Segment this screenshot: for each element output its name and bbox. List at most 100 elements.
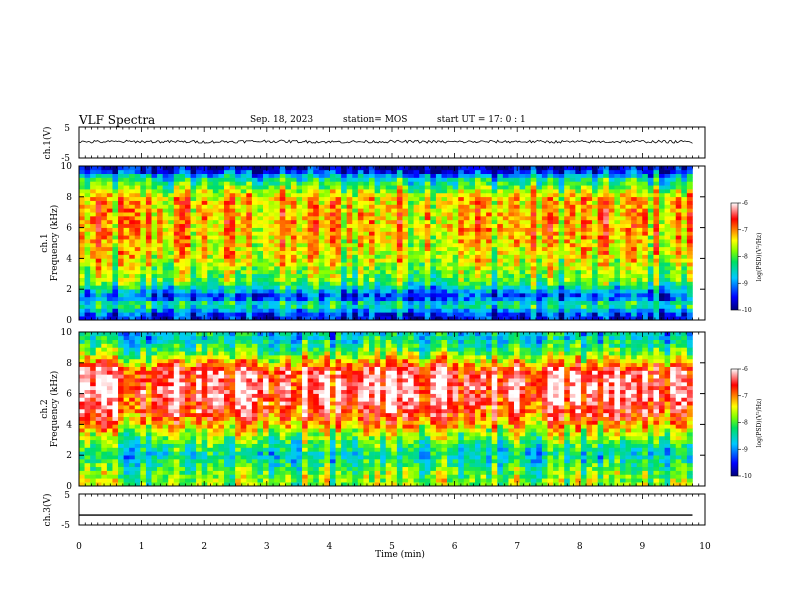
- ch1-spectrogram-bin: [435, 293, 442, 298]
- ch1-spectrogram-bin: [279, 227, 286, 232]
- ch1-spectrogram-bin: [335, 296, 342, 302]
- ch1-spectrogram-bin: [647, 281, 654, 286]
- ch1-spectrogram-bin: [157, 246, 163, 251]
- ch1-spectrogram-bin: [636, 293, 643, 298]
- ch1-spectrogram-bin: [257, 223, 264, 228]
- ch1-spectrogram-bin: [486, 235, 493, 240]
- ch1-spectrogram-bin: [274, 273, 281, 278]
- ch1-spectrogram-bin: [519, 281, 526, 286]
- ch1-spectrogram-bin: [190, 192, 197, 198]
- ch2-spectrogram-bin: [79, 482, 85, 487]
- ch1-spectrogram-bin: [84, 296, 91, 302]
- ch2-spectrogram-bin: [106, 451, 113, 456]
- ch1-spectrogram-bin: [547, 296, 554, 302]
- ch1-spectrogram-bin: [369, 227, 375, 232]
- ch1-spectrogram-bin: [341, 204, 347, 209]
- ch1-spectrogram-bin: [659, 185, 665, 190]
- ch2-spectrogram-bin: [112, 420, 119, 425]
- ch1-spectrogram-bin: [123, 200, 130, 205]
- ch2-spectrogram-bin: [84, 478, 91, 483]
- ch1-spectrogram-bin: [129, 289, 136, 294]
- ch1-spectrogram-bin: [569, 212, 576, 217]
- ch1-spectrogram-bin: [112, 189, 119, 194]
- ch1-spectrogram-bin: [346, 235, 353, 240]
- ch1-spectrogram-bin: [318, 296, 325, 302]
- ch1-spectrogram-bin: [151, 200, 158, 205]
- ch1-spectrogram-bin: [296, 185, 303, 190]
- ch1-spectrogram-bin: [625, 223, 632, 228]
- ch1-spectrogram-bin: [664, 254, 671, 259]
- ch1-spectrogram-bin: [224, 296, 230, 302]
- ch1-spectrogram-bin: [575, 196, 582, 201]
- ch1-spectrogram-bin: [441, 258, 448, 263]
- ch1-spectrogram-bin: [647, 169, 654, 174]
- ch1-spectrogram-bin: [580, 300, 587, 305]
- ch1-spectrogram-bin: [441, 239, 448, 244]
- ch1-spectrogram-bin: [541, 196, 548, 201]
- ch1-spectrogram-bin: [140, 258, 147, 263]
- ch1-spectrogram-bin: [101, 312, 108, 317]
- ch1-spectrogram-bin: [335, 304, 342, 309]
- ch1-spectrogram-bin: [374, 293, 381, 298]
- ch1-spectrogram-bin: [307, 296, 314, 302]
- ch1-spectrogram-bin: [514, 169, 520, 174]
- ch1-spectrogram-bin: [157, 277, 163, 282]
- ch1-spectrogram-bin: [525, 212, 532, 217]
- ch1-spectrogram-bin: [157, 281, 163, 286]
- ch1-spectrogram-bin: [218, 239, 225, 244]
- ch1-spectrogram-bin: [664, 296, 671, 302]
- ch2-spectrogram-bin: [118, 343, 124, 348]
- ch1-spectrogram-bin: [324, 227, 331, 232]
- ch1-spectrogram-bin: [569, 304, 576, 309]
- ch1-spectrogram-bin: [140, 181, 147, 186]
- ch1-spectrogram-bin: [207, 231, 214, 236]
- ch1-spectrogram-bin: [173, 296, 180, 302]
- ch1-spectrogram-bin: [95, 262, 102, 267]
- ch2-spectrogram-bin: [79, 358, 85, 364]
- ch1-spectrogram-bin: [441, 293, 448, 298]
- ch1-spectrogram-bin: [302, 189, 308, 194]
- ch2-spectrogram-bin: [123, 424, 130, 429]
- ch1-spectrogram-bin: [157, 266, 163, 271]
- ch1-spectrogram-bin: [402, 273, 409, 278]
- ch1-spectrogram-bin: [486, 258, 493, 263]
- ch1-spectrogram-bin: [424, 227, 431, 232]
- ch1-spectrogram-bin: [240, 223, 247, 228]
- ch1-spectrogram-bin: [525, 196, 532, 201]
- ch1-spectrogram-bin: [369, 250, 375, 255]
- ch1-spectrogram-bin: [424, 273, 431, 278]
- ch1-spectrogram-bin: [335, 216, 342, 221]
- ch1-spectrogram-bin: [413, 169, 420, 174]
- ch1-spectrogram-bin: [519, 277, 526, 282]
- ch2-spectrogram-bin: [118, 439, 124, 444]
- ch1-spectrogram-bin: [151, 227, 158, 232]
- ch1-spectrogram-bin: [240, 296, 247, 302]
- ch2-spectrogram-bin: [145, 466, 152, 471]
- ch1-spectrogram-bin: [603, 254, 610, 259]
- ch1-spectrogram-bin: [614, 246, 621, 251]
- ch1-spectrogram-bin: [184, 266, 191, 271]
- ch1-spectrogram-bin: [686, 204, 693, 209]
- ch1-spectrogram-bin: [224, 262, 230, 267]
- ch1-spectrogram-bin: [642, 285, 649, 290]
- ch1-spectrogram-bin: [681, 223, 688, 228]
- ch1-spectrogram-bin: [486, 254, 493, 259]
- ch1-spectrogram-bin: [502, 316, 509, 321]
- ch1-spectrogram-bin: [285, 192, 292, 198]
- ch1-spectrogram-bin: [285, 266, 292, 271]
- ch1-spectrogram-bin: [357, 173, 364, 178]
- ch1-spectrogram-bin: [257, 181, 264, 186]
- ch1-spectrogram-bin: [569, 277, 576, 282]
- ch1-spectrogram-bin: [553, 250, 559, 255]
- ch1-spectrogram-bin: [263, 258, 269, 263]
- ch1-spectrogram-bin: [402, 192, 409, 198]
- ch1-spectrogram-bin: [190, 173, 197, 178]
- ch1-spectrogram-bin: [502, 293, 509, 298]
- ch1-spectrogram-bin: [385, 304, 392, 309]
- ch1-spectrogram-bin: [659, 258, 665, 263]
- ch1-spectrogram-bin: [480, 177, 487, 182]
- ch2-spectrogram-bin: [140, 443, 147, 448]
- ch1-spectrogram-bin: [101, 185, 108, 190]
- ch1-spectrogram-bin: [385, 239, 392, 244]
- ch1-spectrogram-bin: [118, 185, 124, 190]
